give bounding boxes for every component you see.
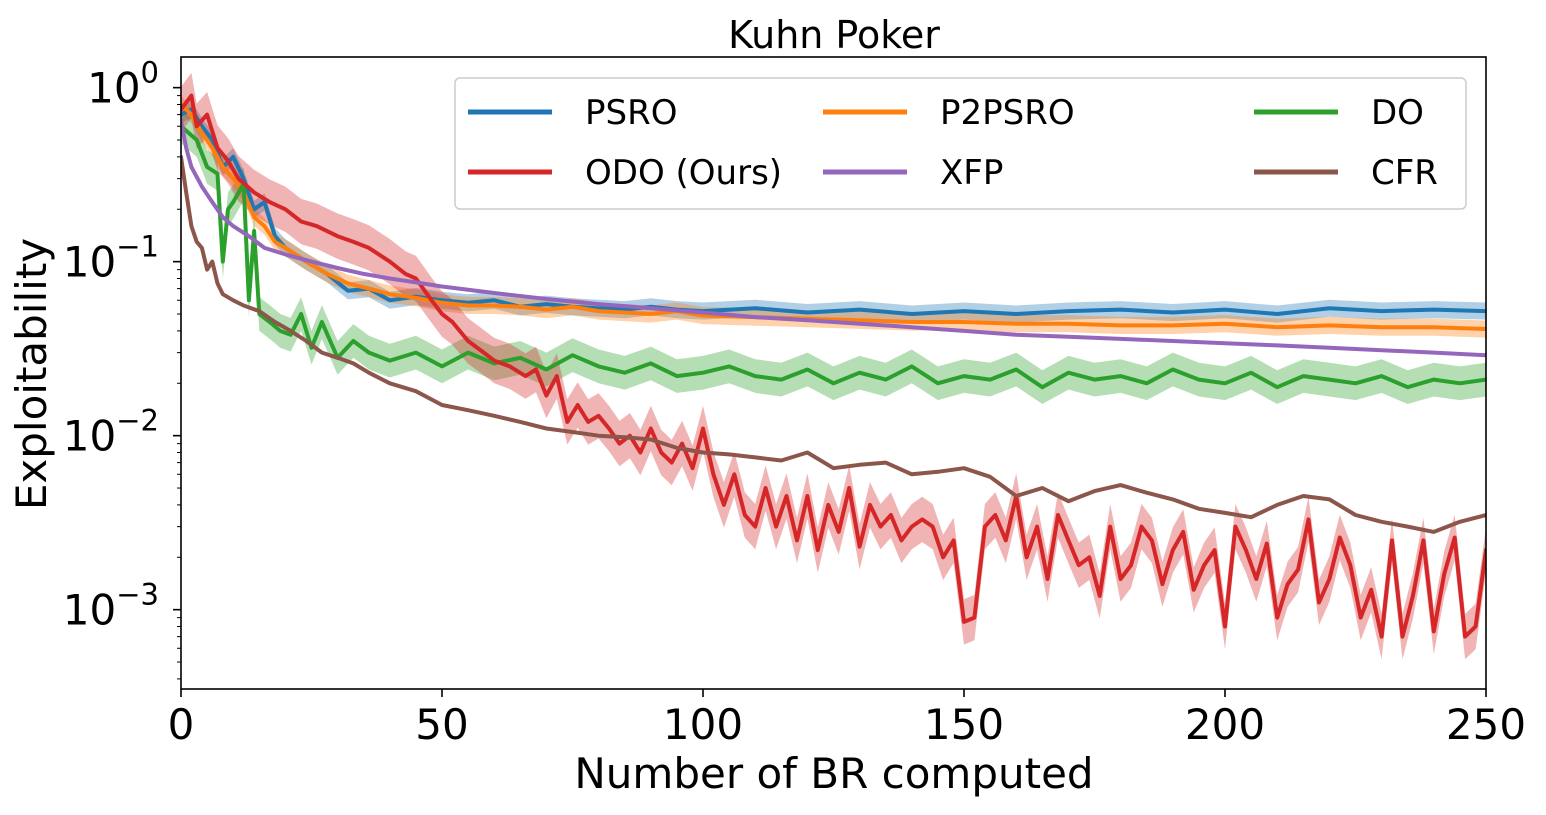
x-tick-label: 50 [415, 700, 468, 749]
legend-label-p2psro: P2PSRO [940, 93, 1075, 133]
legend-label-cfr: CFR [1371, 153, 1438, 193]
axes: 0 50 100 150 200 250 100 10−1 10−2 10−3 [63, 56, 1526, 749]
series-line-do [181, 124, 1486, 390]
plot-frame [180, 56, 1487, 690]
y-tick-label: 10−2 [63, 404, 159, 461]
series-line-xfp [181, 118, 1486, 358]
y-tick-label: 10−3 [63, 578, 159, 635]
x-tick-label: 250 [1446, 700, 1526, 749]
series-line-psro [181, 107, 1486, 316]
series-line-p2psro [181, 102, 1486, 331]
chart-title: Kuhn Poker [728, 13, 940, 57]
y-axis-title: Exploitability [7, 238, 56, 510]
x-axis-title: Number of BR computed [574, 749, 1093, 798]
series-line-cfr [181, 154, 1486, 534]
x-tick-label: 0 [168, 700, 195, 749]
legend-label-psro: PSRO [585, 93, 677, 133]
band-do [181, 109, 1486, 405]
legend: PSRO P2PSRO DO ODO (Ours) XFP CFR [454, 77, 1467, 210]
legend-label-odo-ours: ODO (Ours) [585, 153, 782, 193]
x-tick-label: 100 [663, 700, 743, 749]
x-tick-label: 150 [924, 700, 1004, 749]
legend-label-xfp: XFP [940, 153, 1003, 193]
series-lines [181, 93, 1486, 639]
y-tick-label: 100 [87, 56, 159, 113]
legend-label-do: DO [1371, 93, 1424, 133]
y-tick-label: 10−1 [63, 230, 159, 287]
series-line-odo-ours [181, 93, 1486, 639]
x-tick-label: 200 [1185, 700, 1265, 749]
legend-box [454, 77, 1467, 210]
